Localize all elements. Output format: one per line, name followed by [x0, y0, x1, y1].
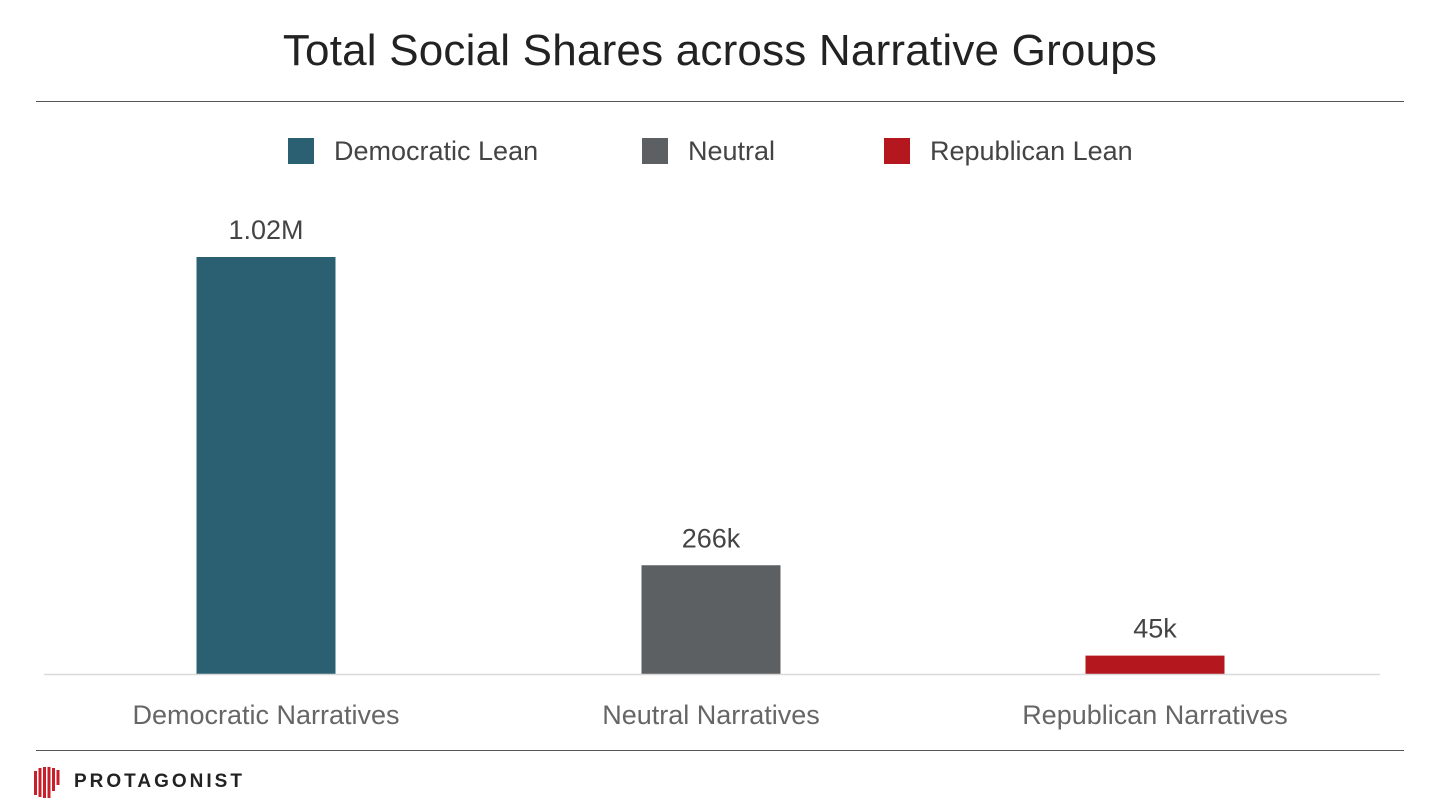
category-label-3: Republican Narratives	[1022, 700, 1288, 730]
category-label-2: Neutral Narratives	[602, 700, 820, 730]
bar-3	[1085, 655, 1225, 674]
data-label-1: 1.02M	[228, 215, 303, 245]
legend-item-republican: Republican Lean	[884, 135, 1133, 167]
legend-label-republican: Republican Lean	[930, 135, 1133, 166]
legend-item-neutral: Neutral	[642, 135, 775, 167]
brand-name: PROTAGONIST	[74, 771, 245, 792]
data-label-3: 45k	[1133, 614, 1177, 644]
brand-logo: PROTAGONIST	[30, 764, 245, 800]
chart-title: Total Social Shares across Narrative Gro…	[282, 26, 1158, 75]
legend-swatch-neutral	[642, 138, 668, 164]
legend-swatch-democratic	[288, 138, 314, 164]
category-label-1: Democratic Narratives	[132, 700, 399, 730]
top-divider	[36, 101, 1404, 102]
legend-item-democratic: Democratic Lean	[288, 135, 538, 167]
bar-2	[641, 565, 781, 674]
brand-head-icon	[34, 767, 60, 798]
legend-swatch-republican	[884, 138, 910, 164]
legend-label-neutral: Neutral	[688, 135, 776, 166]
bar-chart: 1.02M Democratic Narratives 266k Neutral Na…	[44, 215, 1380, 730]
legend-label-democratic: Democratic Lean	[334, 135, 539, 166]
bar-1	[196, 257, 336, 674]
bottom-divider	[36, 750, 1404, 751]
data-label-2: 266k	[682, 523, 741, 553]
